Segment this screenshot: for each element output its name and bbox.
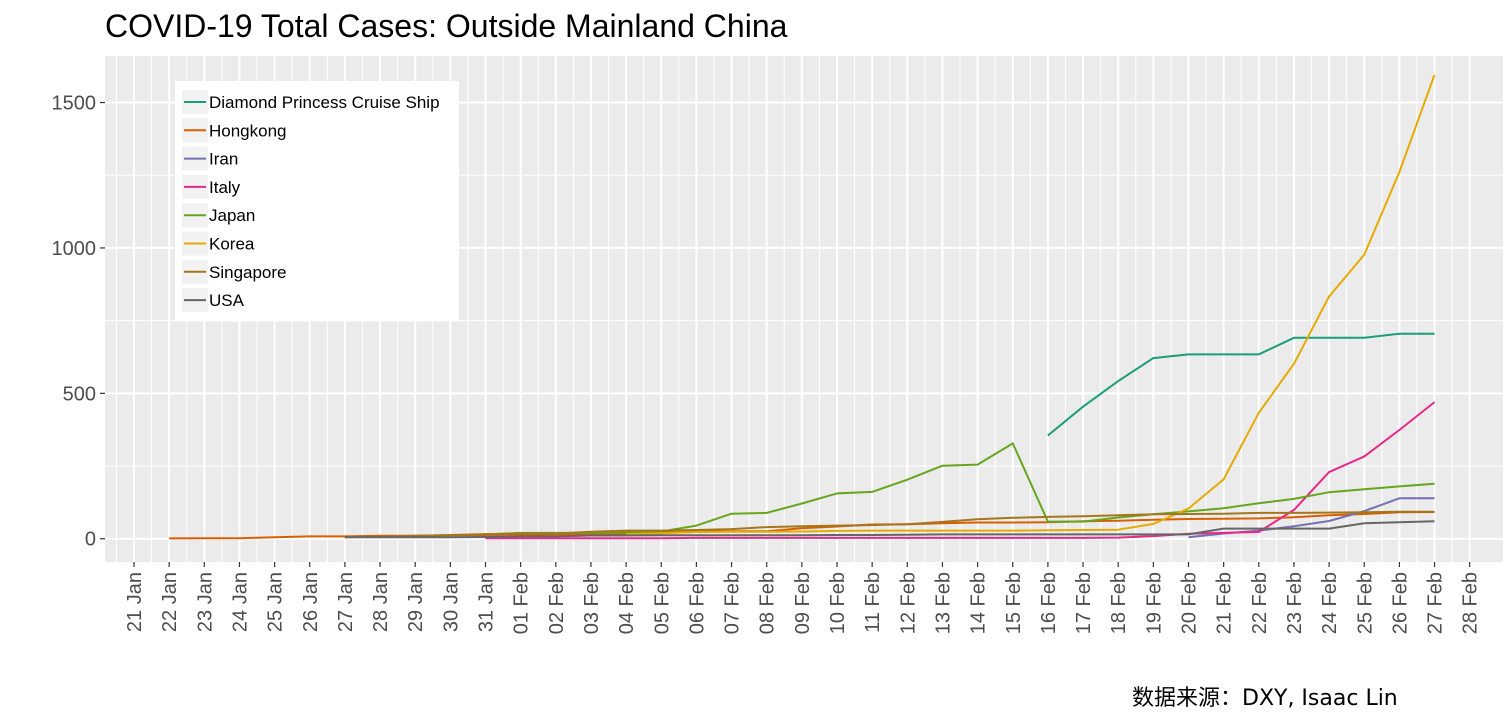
x-tick-label: 20 Feb [1179, 572, 1201, 634]
x-tick-label: 01 Feb [511, 572, 533, 634]
series-line-usa [344, 520, 1435, 539]
series-line-japan [485, 442, 1435, 536]
x-axis: 21 Jan 22 Jan 23 Jan 24 Jan 25 Jan 26 Jan 27 J… [124, 562, 1482, 634]
x-tick-label: 05 Feb [651, 572, 673, 634]
x-tick-label: 22 Jan [159, 572, 181, 632]
x-tick-label: 30 Jan [440, 572, 462, 632]
x-tick-label: 26 Jan [300, 572, 322, 632]
series-line-italy [485, 401, 1436, 540]
x-tick-label: 02 Feb [546, 572, 568, 634]
x-tick-label: 15 Feb [1003, 572, 1025, 634]
legend-label: USA [209, 291, 245, 310]
x-tick-label: 17 Feb [1073, 572, 1095, 634]
x-tick-label: 29 Jan [405, 572, 427, 632]
x-tick-label: 22 Feb [1249, 572, 1271, 634]
x-tick-label: 10 Feb [827, 572, 849, 634]
legend-label: Hongkong [209, 121, 287, 140]
x-tick-label: 23 Feb [1284, 572, 1306, 634]
x-tick-label: 12 Feb [897, 572, 919, 634]
legend-label: Japan [209, 206, 255, 225]
series-line-singapore [344, 510, 1435, 539]
x-tick-label: 11 Feb [862, 572, 884, 633]
x-tick-label: 03 Feb [581, 572, 603, 634]
x-tick-label: 13 Feb [932, 572, 954, 634]
x-tick-label: 24 Jan [229, 572, 251, 632]
x-tick-label: 28 Feb [1460, 572, 1482, 634]
x-tick-label: 07 Feb [722, 572, 744, 634]
x-tick-label: 21 Feb [1214, 572, 1236, 634]
series-line-korea [626, 74, 1436, 536]
legend: Diamond Princess Cruise Ship Hongkong Iran… [175, 81, 459, 322]
series-line-diamond-princess-cruise-ship [1047, 332, 1435, 437]
legend-label: Iran [209, 150, 238, 169]
y-tick-label: 0 [85, 529, 96, 551]
y-tick-label: 500 [63, 383, 96, 405]
x-tick-label: 09 Feb [792, 572, 814, 634]
x-tick-label: 23 Jan [194, 572, 216, 632]
y-tick-label: 1500 [52, 93, 97, 115]
legend-box [175, 81, 459, 322]
x-tick-label: 27 Jan [335, 572, 357, 632]
x-tick-label: 26 Feb [1389, 572, 1411, 634]
legend-label: Diamond Princess Cruise Ship [209, 93, 440, 112]
x-tick-label: 06 Feb [686, 572, 708, 634]
y-tick-label: 1000 [52, 238, 97, 260]
x-tick-label: 31 Jan [476, 572, 498, 632]
x-tick-label: 14 Feb [968, 572, 990, 634]
legend-label: Singapore [209, 263, 287, 282]
chart-title: COVID-19 Total Cases: Outside Mainland C… [105, 8, 788, 44]
legend-label: Korea [209, 235, 255, 254]
x-tick-label: 25 Feb [1354, 572, 1376, 634]
x-tick-label: 18 Feb [1108, 572, 1130, 634]
x-tick-label: 28 Jan [370, 572, 392, 632]
data-source-caption: 数据来源：DXY, Isaac Lin [1132, 686, 1398, 711]
x-tick-label: 21 Jan [124, 572, 146, 632]
x-tick-label: 08 Feb [757, 572, 779, 634]
x-tick-label: 24 Feb [1319, 572, 1341, 634]
y-axis: 0 500 1000 1500 [52, 93, 105, 551]
x-tick-label: 27 Feb [1425, 572, 1447, 634]
x-tick-label: 04 Feb [616, 572, 638, 634]
x-tick-label: 16 Feb [1038, 572, 1060, 634]
x-tick-label: 25 Jan [265, 572, 287, 632]
x-tick-label: 19 Feb [1143, 572, 1165, 634]
series-lines [169, 74, 1436, 540]
legend-label: Italy [209, 178, 241, 197]
